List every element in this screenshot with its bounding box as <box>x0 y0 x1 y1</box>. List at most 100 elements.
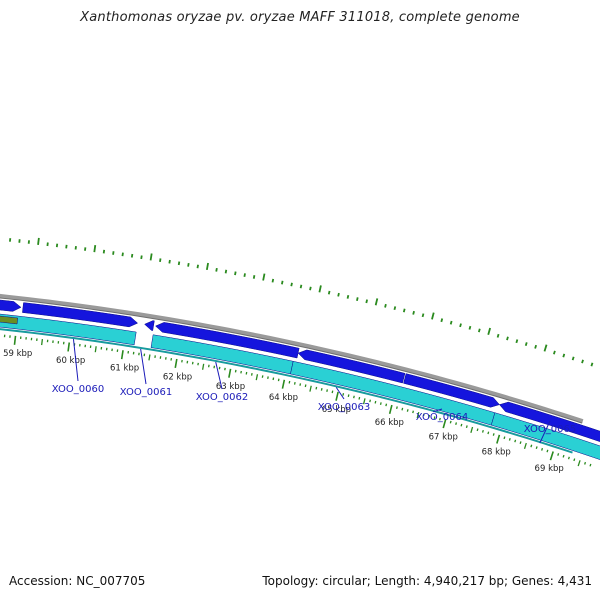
gc-tick <box>140 255 143 260</box>
scale-tick <box>460 423 463 427</box>
gc-tick <box>346 294 350 299</box>
gc-tick <box>440 318 444 323</box>
gene-label: XOO_0061 <box>120 387 172 398</box>
gene-label-group[interactable]: XOO_0062 <box>196 361 248 403</box>
gene-leader-line <box>140 348 147 385</box>
gc-tick <box>534 344 537 349</box>
scale-tick <box>562 454 565 458</box>
gc-tick <box>562 353 566 358</box>
scale-tick <box>567 456 570 460</box>
scale-tick <box>476 428 479 432</box>
reverse-gene-block <box>0 313 137 346</box>
scale-tick <box>277 378 280 382</box>
scale-tick <box>228 368 232 378</box>
scale-tick <box>412 410 415 414</box>
gene-label-group[interactable]: XOO_0065 <box>524 420 576 444</box>
scale-tick <box>449 420 452 424</box>
scale-tick <box>299 383 302 386</box>
scale-tick <box>353 395 355 399</box>
gene-label: XOO_0060 <box>52 384 104 395</box>
scale-tick <box>304 384 307 388</box>
gene-leader-line <box>432 408 443 413</box>
scale-tick <box>67 342 71 352</box>
gene-label: XOO_0062 <box>196 392 248 403</box>
scale-tick <box>41 338 44 346</box>
gc-tick <box>393 306 397 311</box>
gene-label-group[interactable]: XOO_0064 <box>416 408 468 423</box>
scale-tick <box>514 439 517 443</box>
scale-tick <box>374 400 377 404</box>
gc-tick <box>121 252 124 257</box>
scale-tick <box>455 422 458 425</box>
scale-tick <box>481 429 484 433</box>
gc-tick <box>468 325 472 330</box>
scale-tick <box>442 419 447 429</box>
gene-label: XOO_0065 <box>524 424 576 435</box>
gc-tick <box>299 284 303 289</box>
scale-label: 62 kbp <box>163 372 192 382</box>
gc-tick <box>506 336 509 341</box>
gc-tick <box>337 292 340 297</box>
scale-tick <box>309 385 312 392</box>
gc-tick <box>224 269 228 274</box>
gc-tick <box>384 303 387 308</box>
gc-tick <box>93 245 97 253</box>
gc-tick <box>524 342 528 346</box>
reverse-strand-edge <box>0 328 573 454</box>
scale-tick <box>573 458 576 462</box>
scale-ruler: 59 kbp 60 kbp 61 kbp 62 kbp 63 kbp 64 kbp 65 k… <box>0 334 592 474</box>
gc-tick <box>252 275 256 279</box>
gene-label: XOO_0063 <box>318 402 370 413</box>
scale-label: 64 kbp <box>269 393 298 403</box>
forward-gene-arrow <box>144 320 155 331</box>
gc-tick <box>477 328 481 333</box>
scale-tick <box>326 389 328 392</box>
gc-tick <box>496 333 500 338</box>
gc-tick <box>402 308 406 313</box>
gene-label-group[interactable]: XOO_0060 <box>52 338 104 395</box>
scale-tick <box>272 377 275 381</box>
scale-tick <box>288 380 291 384</box>
scale-tick <box>577 460 581 467</box>
scale-tick <box>519 441 522 444</box>
gc-tick <box>356 297 359 301</box>
scale-tick <box>584 461 587 465</box>
scale-tick <box>388 404 393 415</box>
scale-tick <box>487 431 490 435</box>
gene-leader-line <box>335 387 345 400</box>
scale-tick <box>401 407 404 411</box>
scale-tick <box>358 396 361 400</box>
scale-tick <box>433 416 436 420</box>
gene-label-group[interactable]: XOO_0063 <box>318 387 370 413</box>
scale-label: 67 kbp <box>429 432 458 442</box>
scale-tick <box>557 453 560 456</box>
scale-tick <box>293 382 296 385</box>
gc-tick <box>421 313 425 318</box>
scale-tick <box>385 403 388 407</box>
gc-tick <box>374 298 379 306</box>
scale-label: 65 kbp <box>322 405 351 415</box>
forward-gene-arrow <box>0 299 22 312</box>
gene-label-group[interactable]: XOO_0061 <box>120 348 172 398</box>
scale-tick <box>523 442 527 449</box>
genome-stats-text: Topology: circular; Length: 4,940,217 bp… <box>262 574 592 588</box>
scale-label: 60 kbp <box>56 356 85 366</box>
forward-gene-arrow <box>403 373 500 408</box>
gc-tick <box>581 359 584 364</box>
gene-leader-line <box>72 338 79 382</box>
scale-tick <box>549 451 554 461</box>
gc-tick <box>515 339 519 344</box>
gc-tick <box>365 299 368 304</box>
gc-tick <box>37 237 40 245</box>
olive-feature <box>0 315 19 325</box>
scale-tick <box>535 446 538 450</box>
gc-tick <box>205 262 209 271</box>
gc-tick <box>449 320 453 325</box>
gene-leader-line <box>539 420 551 444</box>
gc-tick <box>177 261 181 266</box>
reverse-gene-block <box>490 412 600 460</box>
scale-tick <box>465 425 468 429</box>
scale-tick <box>94 346 97 353</box>
scale-tick <box>120 350 124 360</box>
